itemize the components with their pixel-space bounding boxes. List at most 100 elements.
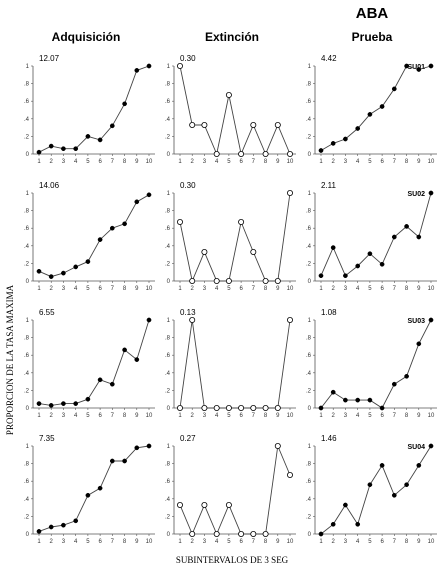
data-point bbox=[146, 63, 152, 69]
rate-value-label: 0.30 bbox=[180, 181, 196, 190]
panel-r4-c3: 0 .2 .4 .6 .8 1 1 2 3 4 5 6 7 8 9 10 1.46 SU04 bbox=[306, 434, 437, 545]
y-tick-label: 1 bbox=[26, 64, 30, 70]
x-tick-label: 4 bbox=[215, 286, 219, 292]
x-tick-label: 3 bbox=[344, 286, 348, 292]
x-tick-label: 1 bbox=[319, 286, 323, 292]
panel-r2-c1: 0 .2 .4 .6 .8 1 1 2 3 4 5 6 7 8 9 10 14.06 bbox=[24, 181, 155, 292]
panel-r1-c2: 0 .2 .4 .6 .8 1 1 2 3 4 5 6 7 8 9 10 0.30 bbox=[165, 54, 296, 165]
data-point bbox=[416, 341, 422, 347]
x-tick-label: 5 bbox=[227, 286, 231, 292]
y-tick-label: .4 bbox=[24, 244, 30, 250]
data-point bbox=[238, 404, 245, 411]
data-point bbox=[355, 263, 361, 269]
panel-r3-c1: 0 .2 .4 .6 .8 1 1 2 3 4 5 6 7 8 9 10 6.55 bbox=[24, 308, 155, 419]
y-tick-label: .2 bbox=[24, 261, 30, 267]
x-tick-label: 2 bbox=[332, 286, 336, 292]
x-tick-label: 4 bbox=[74, 413, 78, 419]
x-tick-label: 3 bbox=[203, 286, 207, 292]
data-point bbox=[379, 104, 385, 109]
data-point bbox=[48, 524, 54, 530]
data-point bbox=[355, 126, 361, 131]
panel-r3-c2: 0 .2 .4 .6 .8 1 1 2 3 4 5 6 7 8 9 10 0.13 bbox=[165, 308, 296, 419]
data-point bbox=[404, 482, 409, 488]
y-tick-label: .2 bbox=[165, 134, 171, 140]
data-point bbox=[176, 63, 183, 70]
panel-r4-c2: 0 .2 .4 .6 .8 1 1 2 3 4 5 6 7 8 9 10 0.27 bbox=[165, 434, 296, 545]
y-tick-label: .8 bbox=[165, 209, 171, 215]
x-tick-label: 2 bbox=[50, 159, 54, 165]
data-point bbox=[262, 404, 269, 411]
x-tick-label: 4 bbox=[356, 539, 360, 545]
x-tick-label: 4 bbox=[74, 159, 78, 165]
data-point bbox=[73, 146, 79, 152]
data-point bbox=[201, 248, 208, 255]
data-point bbox=[262, 150, 269, 157]
y-tick-label: 1 bbox=[167, 64, 171, 70]
data-point bbox=[176, 501, 183, 508]
x-tick-label: 9 bbox=[417, 413, 421, 419]
data-point bbox=[238, 150, 245, 157]
data-point bbox=[61, 522, 66, 528]
x-tick-label: 2 bbox=[50, 286, 54, 292]
y-tick-label: .6 bbox=[306, 99, 312, 105]
x-tick-label: 7 bbox=[111, 539, 115, 545]
x-tick-label: 4 bbox=[215, 159, 219, 165]
rate-value-label: 0.30 bbox=[180, 54, 196, 63]
series-line bbox=[320, 192, 432, 277]
x-tick-label: 8 bbox=[123, 413, 127, 419]
data-point bbox=[213, 404, 220, 411]
x-tick-label: 5 bbox=[227, 539, 231, 545]
x-tick-label: 5 bbox=[86, 539, 90, 545]
y-tick-label: 0 bbox=[26, 406, 30, 412]
x-tick-label: 8 bbox=[405, 539, 409, 545]
data-point bbox=[48, 143, 54, 149]
x-tick-label: 7 bbox=[393, 413, 397, 419]
x-tick-label: 2 bbox=[332, 413, 336, 419]
data-point bbox=[213, 531, 220, 538]
x-tick-label: 4 bbox=[356, 286, 360, 292]
x-tick-label: 3 bbox=[344, 159, 348, 165]
column-header-test: Prueba bbox=[352, 30, 393, 44]
y-tick-label: 1 bbox=[167, 444, 171, 450]
data-point bbox=[73, 401, 79, 406]
x-tick-label: 5 bbox=[86, 413, 90, 419]
data-point bbox=[367, 482, 373, 488]
x-tick-label: 8 bbox=[264, 539, 268, 545]
series-line bbox=[38, 65, 150, 153]
subject-label: SU02 bbox=[407, 191, 425, 198]
y-tick-label: 0 bbox=[167, 406, 171, 412]
panel-r4-c1: 0 .2 .4 .6 .8 1 1 2 3 4 5 6 7 8 9 10 7.35 bbox=[24, 434, 155, 545]
y-tick-label: 1 bbox=[26, 318, 30, 324]
x-tick-label: 2 bbox=[332, 159, 336, 165]
x-tick-label: 5 bbox=[368, 539, 372, 545]
x-tick-label: 4 bbox=[356, 159, 360, 165]
x-tick-label: 10 bbox=[287, 539, 294, 545]
series-line bbox=[38, 194, 150, 278]
x-tick-label: 8 bbox=[405, 286, 409, 292]
x-tick-label: 3 bbox=[203, 159, 207, 165]
data-point bbox=[189, 122, 196, 129]
y-tick-label: 0 bbox=[167, 532, 171, 538]
data-point bbox=[262, 277, 269, 284]
y-tick-label: .4 bbox=[165, 117, 171, 123]
x-tick-label: 7 bbox=[252, 159, 256, 165]
y-tick-label: 0 bbox=[26, 279, 30, 285]
y-tick-label: .8 bbox=[306, 82, 312, 88]
data-point bbox=[262, 531, 269, 538]
x-tick-label: 10 bbox=[146, 413, 153, 419]
rate-value-label: 7.35 bbox=[39, 434, 55, 443]
data-point bbox=[274, 122, 281, 129]
subject-label: SU01 bbox=[407, 64, 425, 71]
panel-r2-c2: 0 .2 .4 .6 .8 1 1 2 3 4 5 6 7 8 9 10 0.30 bbox=[165, 181, 296, 292]
y-tick-label: .4 bbox=[306, 117, 312, 123]
rate-value-label: 6.55 bbox=[39, 308, 55, 317]
data-point bbox=[343, 502, 348, 508]
data-point bbox=[391, 492, 397, 498]
y-tick-label: .2 bbox=[306, 134, 312, 140]
data-point bbox=[176, 218, 183, 225]
data-point bbox=[286, 316, 293, 323]
x-tick-label: 3 bbox=[62, 413, 66, 419]
x-tick-label: 8 bbox=[264, 159, 268, 165]
data-point bbox=[379, 463, 385, 468]
y-tick-label: .8 bbox=[306, 209, 312, 215]
